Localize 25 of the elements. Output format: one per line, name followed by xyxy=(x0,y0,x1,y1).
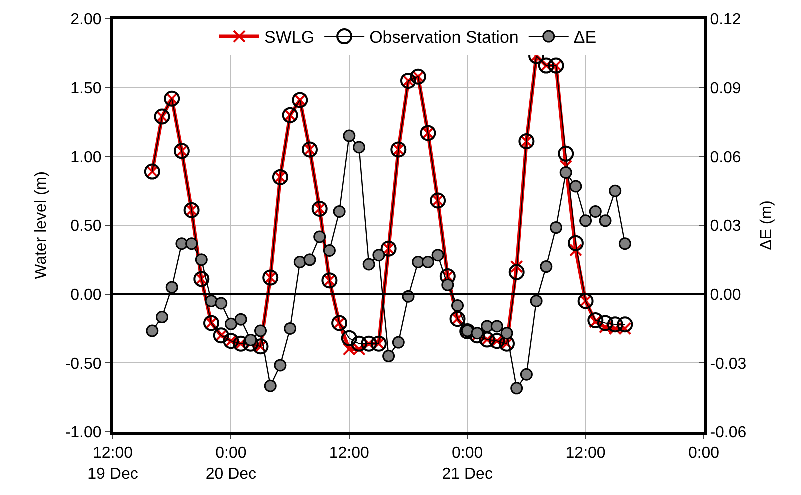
legend-label: SWLG xyxy=(264,28,315,48)
y-tick-label: 1.50 xyxy=(70,80,102,98)
y-tick-label: -1.00 xyxy=(65,424,102,442)
legend-label: ΔE xyxy=(574,28,597,48)
x-tick-label: 0:00 20 Dec xyxy=(206,445,257,483)
y2-tick-label: -0.06 xyxy=(710,424,747,442)
y-tick-label: 1.00 xyxy=(70,149,102,166)
y-axis-title: Water level (m) xyxy=(33,172,50,280)
x-tick-label: 12:00 xyxy=(566,445,606,462)
x-tick-label: 0:00 xyxy=(688,445,720,462)
y-tick-label: 0.50 xyxy=(70,218,102,236)
legend-label: Observation Station xyxy=(370,28,519,48)
x-tick-label: 12:00 xyxy=(329,445,370,462)
y2-tick-label: 0.12 xyxy=(710,12,742,29)
y2-tick-label: 0.09 xyxy=(710,80,742,98)
y-tick-label: -0.50 xyxy=(65,356,102,373)
y2-tick-label: -0.03 xyxy=(710,356,747,373)
y2-axis-title: ΔE (m) xyxy=(758,200,776,250)
y-tick-label: 0.00 xyxy=(70,286,102,304)
x-tick-label: 12:00 19 Dec xyxy=(88,445,138,483)
y2-tick-label: 0.00 xyxy=(710,286,742,304)
y2-tick-label: 0.06 xyxy=(710,149,742,166)
y-tick-label: 2.00 xyxy=(70,12,102,29)
x-tick-label: 0:00 21 Dec xyxy=(442,445,493,483)
y2-tick-label: 0.03 xyxy=(710,218,742,236)
